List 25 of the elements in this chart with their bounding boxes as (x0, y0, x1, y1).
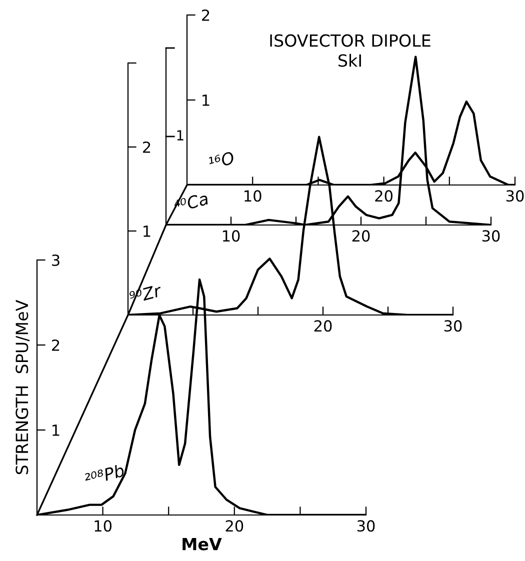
x-tick-label: 20 (314, 320, 332, 332)
text: ⁴⁰Ca (173, 192, 209, 213)
text: ²⁰⁸Pb (84, 464, 125, 486)
x-tick-label: 10 (222, 230, 240, 242)
x-tick-label: 30 (506, 190, 524, 202)
x-tick-label: 10 (94, 520, 112, 532)
text: ⁹⁰Zr (128, 284, 163, 304)
x-tick-label: 30 (444, 320, 462, 332)
x-axis-title: MeV (182, 538, 222, 550)
y-axis-title: STRENGTH SPU/MeV (16, 300, 30, 474)
text: ISOVECTOR DIPOLE (270, 34, 430, 47)
y-tick-label: 2 (52, 339, 60, 351)
y-tick-label: 2 (202, 9, 210, 21)
y-tick-label: 3 (52, 254, 60, 266)
x-tick-label: 30 (482, 230, 500, 242)
x-tick-label: 30 (357, 520, 375, 532)
x-tick-label: 20 (375, 190, 393, 202)
x-tick-label: 10 (244, 190, 262, 202)
x-tick-label: 20 (226, 520, 244, 532)
x-tick-label: 20 (352, 230, 370, 242)
text: SkI (338, 54, 361, 67)
annotation: 1 (177, 130, 184, 140)
y-tick-label: 2 (143, 141, 150, 153)
y-tick-label: 1 (52, 424, 60, 436)
text: ¹⁶O (208, 151, 235, 170)
